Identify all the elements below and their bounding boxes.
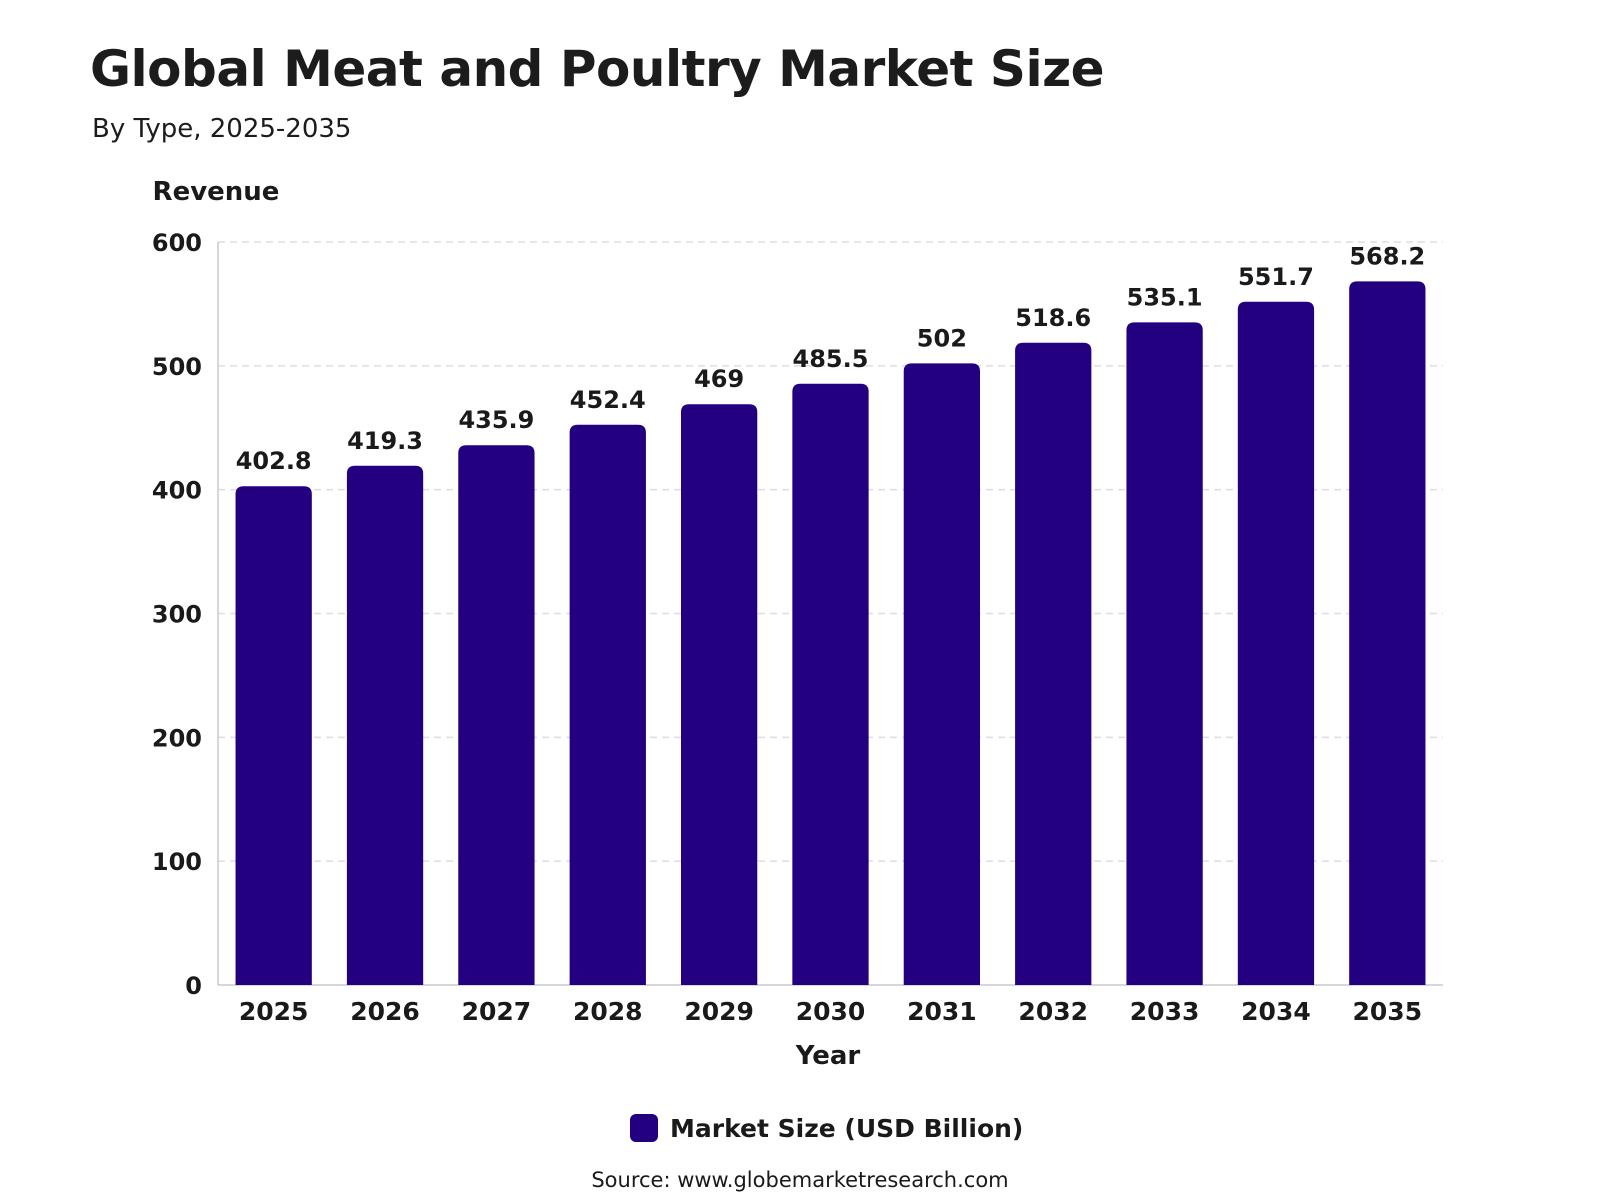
chart-subtitle: By Type, 2025-2035 (92, 114, 352, 144)
bar (792, 383, 869, 985)
legend-swatch (630, 1114, 658, 1142)
x-tick-label: 2026 (350, 997, 420, 1026)
bar-value-label: 568.2 (1349, 242, 1425, 270)
bar (569, 424, 646, 985)
x-tick-label: 2033 (1130, 997, 1200, 1026)
bar-value-label: 535.1 (1127, 283, 1203, 311)
y-tick-label: 0 (185, 972, 202, 1000)
bar (903, 363, 981, 985)
x-tick-label: 2035 (1353, 997, 1423, 1026)
bar (1126, 322, 1203, 986)
bar (346, 465, 424, 985)
x-tick-label: 2027 (462, 997, 532, 1026)
bar (680, 404, 758, 985)
bar (458, 445, 535, 985)
x-tick-label: 2029 (684, 997, 754, 1026)
x-tick-label: 2032 (1018, 997, 1088, 1026)
legend-label: Market Size (USD Billion) (670, 1113, 1024, 1143)
bar (1237, 301, 1315, 985)
x-tick-label: 2034 (1241, 997, 1311, 1026)
y-tick-label: 300 (152, 601, 202, 629)
x-tick-label: 2030 (796, 997, 866, 1026)
bar-value-label: 469 (694, 365, 744, 393)
bars (235, 281, 1426, 986)
bar-value-label: 518.6 (1015, 304, 1091, 332)
bar-value-label: 502 (917, 324, 967, 352)
y-tick-label: 400 (152, 477, 202, 505)
y-tick-label: 500 (152, 353, 202, 381)
x-axis-ticks: 2025 2026 2027 2028 2029 2030 2031 2032 2033 2034… (239, 997, 1422, 1026)
bar-value-label: 452.4 (570, 386, 646, 414)
bar (1349, 281, 1426, 985)
bar (1015, 342, 1092, 986)
x-tick-label: 2031 (907, 997, 977, 1026)
x-tick-label: 2025 (239, 997, 309, 1026)
bar-value-label: 402.8 (236, 447, 312, 475)
bar-value-label: 551.7 (1238, 263, 1314, 291)
y-tick-label: 200 (152, 724, 202, 752)
bar-chart: 0 100 200 300 400 500 600 402.8 419.3 435.9 452.4… (152, 177, 1443, 1071)
bar-value-label: 435.9 (458, 406, 534, 434)
y-axis-title: Revenue (153, 177, 280, 207)
x-axis-title: Year (795, 1041, 861, 1071)
y-tick-label: 100 (152, 848, 202, 876)
bar-value-label: 419.3 (347, 427, 423, 455)
y-axis-ticks: 0 100 200 300 400 500 600 (152, 229, 202, 1000)
chart-title: Global Meat and Poultry Market Size (90, 40, 1105, 98)
y-tick-label: 600 (152, 229, 202, 257)
bar (235, 486, 312, 985)
x-tick-label: 2028 (573, 997, 643, 1026)
legend: Market Size (USD Billion) (630, 1113, 1023, 1143)
source-note: Source: www.globemarketresearch.com (591, 1168, 1009, 1192)
data-labels: 402.8 419.3 435.9 452.4 469 485.5 502 518.6 535.… (236, 242, 1426, 475)
bar-value-label: 485.5 (793, 345, 869, 373)
